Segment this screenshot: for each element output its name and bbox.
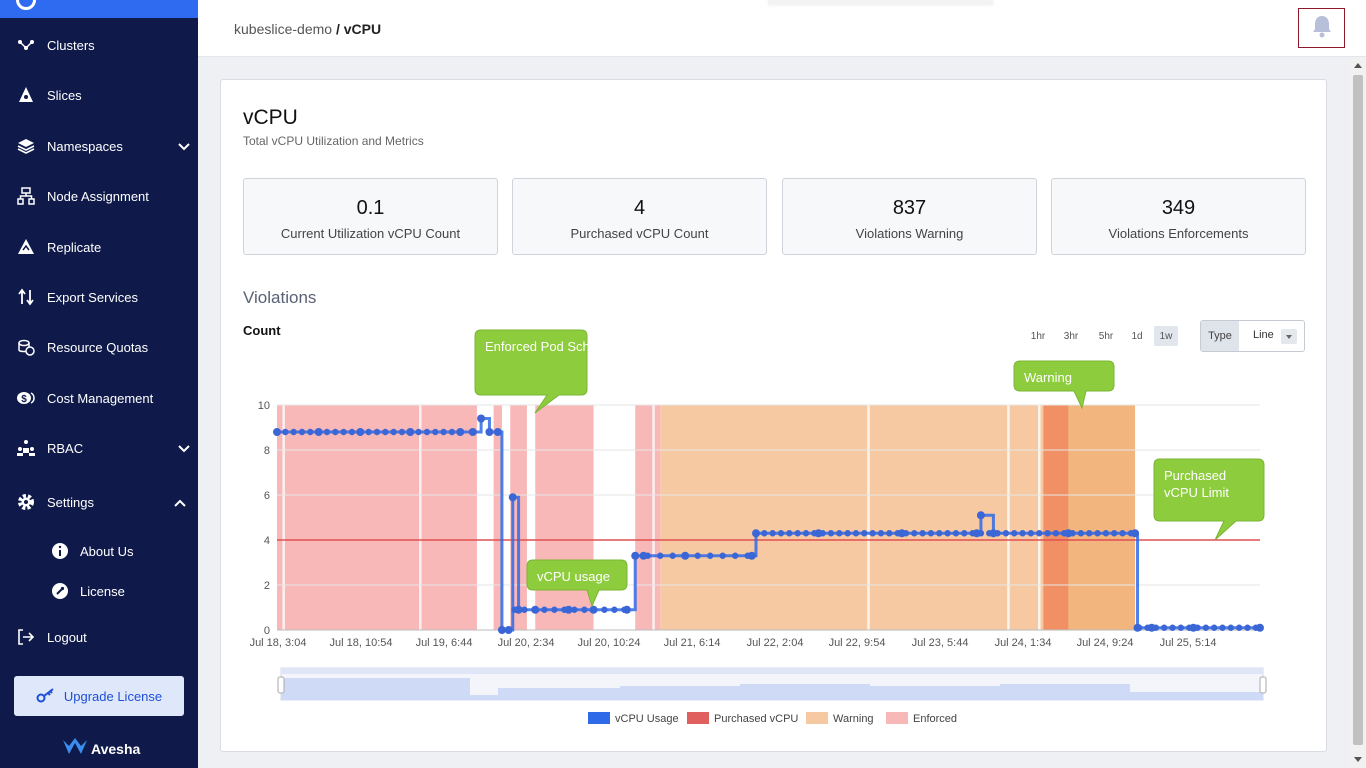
chevron-up-icon[interactable] — [174, 495, 186, 510]
bell-icon — [1311, 14, 1333, 43]
sidebar-home-bar[interactable] — [0, 0, 198, 18]
sidebar-item-logout[interactable]: Logout — [0, 619, 198, 655]
breadcrumb-current: vCPU — [343, 21, 382, 37]
logout-icon — [15, 626, 37, 648]
sidebar-item-replicate[interactable]: Replicate — [0, 229, 198, 265]
info-icon — [50, 541, 70, 561]
license-icon — [50, 581, 70, 601]
sidebar-item-label: Namespaces — [47, 138, 123, 154]
stat-value: 837 — [892, 197, 927, 219]
stat-card-violations-enforcements: 349 Violations Enforcements — [1051, 178, 1306, 255]
sidebar-subitem-label: License — [80, 583, 125, 599]
page-title: vCPU — [243, 106, 298, 129]
key-icon — [36, 687, 56, 706]
svg-text:$: $ — [21, 394, 27, 405]
topbar: kubeslice-demo / vCPU — [198, 0, 1366, 57]
vcpu-card: vCPU Total vCPU Utilization and Metrics … — [220, 79, 1327, 752]
top-tab-edge — [768, 0, 993, 4]
sidebar-item-settings[interactable]: Settings — [0, 484, 198, 520]
scrollbar-thumb[interactable] — [1353, 75, 1363, 745]
page-subtitle: Total vCPU Utilization and Metrics — [243, 134, 424, 148]
sidebar-item-export-services[interactable]: Export Services — [0, 279, 198, 315]
range-button-1d[interactable]: 1d — [1131, 330, 1143, 342]
sidebar-item-label: RBAC — [47, 440, 84, 456]
sidebar-item-clusters[interactable]: Clusters — [0, 27, 198, 63]
avesha-logo: Avesha — [62, 738, 140, 759]
chevron-down-icon[interactable] — [178, 139, 190, 154]
stat-card-violations-warning: 837 Violations Warning — [782, 178, 1037, 255]
stat-value: 349 — [1161, 197, 1196, 219]
layers-icon — [15, 135, 37, 157]
stat-card-current-utilization: 0.1 Current Utilization vCPU Count — [243, 178, 498, 255]
coins-icon — [15, 336, 37, 358]
range-button-5hr[interactable]: 5hr — [1098, 330, 1114, 342]
sidebar-item-rbac[interactable]: RBAC — [0, 430, 198, 466]
sidebar-item-resource-quotas[interactable]: Resource Quotas — [0, 329, 198, 365]
sidebar-item-label: Resource Quotas — [47, 339, 149, 355]
chart-type-select[interactable]: Type Line — [1200, 320, 1305, 352]
users-icon — [15, 437, 37, 459]
range-button-1w[interactable]: 1w — [1154, 326, 1178, 346]
type-label: Type — [1201, 321, 1239, 351]
chart-count-label: Count — [243, 323, 281, 338]
slices-icon — [15, 84, 37, 106]
logo-text: Avesha — [91, 740, 141, 757]
sidebar: Clusters Slices Namespaces Node Assignme… — [0, 0, 198, 768]
sidebar-item-label: Node Assignment — [47, 188, 149, 204]
cost-icon: $ — [15, 387, 37, 409]
scroll-down-icon[interactable] — [1354, 757, 1362, 762]
sitemap-icon — [15, 185, 37, 207]
chevron-down-icon[interactable] — [178, 441, 190, 456]
range-button-1hr[interactable]: 1hr — [1030, 330, 1046, 342]
sidebar-subitem-about-us[interactable]: About Us — [50, 536, 133, 566]
stat-value: 4 — [633, 197, 646, 219]
dropdown-caret-icon[interactable] — [1281, 329, 1297, 344]
sidebar-item-namespaces[interactable]: Namespaces — [0, 128, 198, 164]
sidebar-subitem-label: About Us — [80, 543, 134, 559]
upgrade-license-label: Upgrade License — [63, 688, 163, 704]
page-scrollbar[interactable] — [1350, 57, 1366, 768]
stat-label: Violations Enforcements — [1108, 226, 1249, 241]
home-icon — [16, 0, 36, 10]
sidebar-item-label: Clusters — [47, 37, 95, 53]
section-title: Violations — [243, 288, 317, 307]
sidebar-item-label: Logout — [47, 629, 87, 645]
stat-label: Purchased vCPU Count — [570, 226, 709, 241]
sidebar-item-label: Replicate — [47, 239, 102, 255]
sidebar-item-cost-management[interactable]: $ Cost Management — [0, 380, 198, 416]
clusters-icon — [15, 34, 37, 56]
sidebar-subitem-license[interactable]: License — [50, 576, 125, 606]
sidebar-item-label: Cost Management — [47, 390, 154, 406]
stat-label: Violations Warning — [855, 226, 964, 241]
upgrade-license-button[interactable]: Upgrade License — [14, 676, 184, 716]
range-button-3hr[interactable]: 3hr — [1063, 330, 1079, 342]
stat-value: 0.1 — [356, 197, 385, 219]
replicate-icon — [15, 236, 37, 258]
sidebar-item-label: Slices — [47, 87, 82, 103]
notifications-button[interactable] — [1298, 8, 1345, 48]
breadcrumb-root[interactable]: kubeslice-demo — [234, 21, 333, 37]
sidebar-item-node-assignment[interactable]: Node Assignment — [0, 178, 198, 214]
breadcrumb-separator: / — [332, 21, 344, 37]
sidebar-item-label: Settings — [47, 494, 94, 510]
breadcrumb: kubeslice-demo / vCPU — [234, 21, 381, 37]
avesha-crown-icon — [62, 738, 88, 759]
stat-card-purchased: 4 Purchased vCPU Count — [512, 178, 767, 255]
gear-icon — [15, 491, 37, 513]
sidebar-item-slices[interactable]: Slices — [0, 77, 198, 113]
sidebar-item-label: Export Services — [47, 289, 139, 305]
arrows-icon — [15, 286, 37, 308]
scroll-up-icon[interactable] — [1354, 63, 1362, 68]
type-value: Line — [1253, 329, 1274, 341]
stat-label: Current Utilization vCPU Count — [280, 226, 461, 241]
